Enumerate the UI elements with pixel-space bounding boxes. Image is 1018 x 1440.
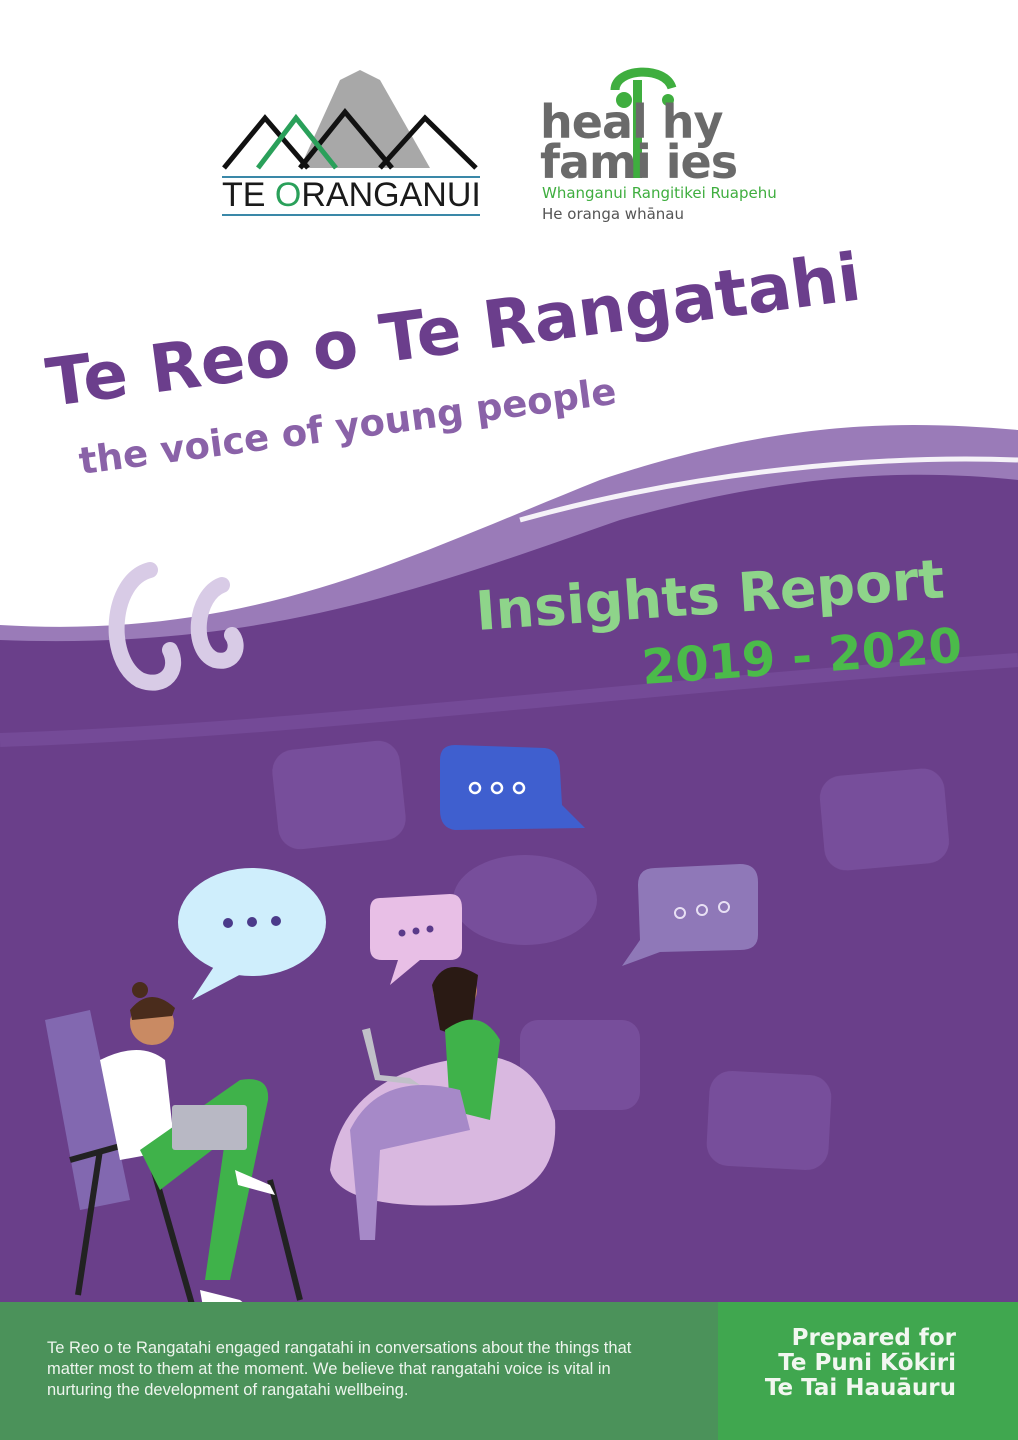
healthy-families-tagline: He oranga whānau (542, 205, 684, 223)
speech-bubble-lightblue (178, 868, 326, 1000)
speech-bubble-faded (819, 768, 950, 871)
healthy-families-word-families: fami ies (540, 135, 738, 189)
logo-text-prefix: TE (222, 176, 275, 214)
prepared-line: Te Tai Hauāuru (764, 1375, 956, 1401)
footer-prepared-panel (718, 1302, 1018, 1440)
prepared-line: Te Puni Kōkiri (778, 1350, 956, 1376)
speech-bubble-exclaim (520, 1020, 640, 1110)
speech-bubble-blue (440, 745, 585, 830)
logo-text-rest: RANGANUI (301, 176, 481, 214)
speech-bubble-pink (370, 894, 462, 985)
koru-quote-icon (108, 562, 244, 691)
healthy-families-logo-mark (610, 67, 677, 178)
te-oranganui-logo-text: TE ORANGANUI (222, 176, 481, 215)
healthy-families-word-healthy: heal hy (540, 95, 724, 149)
prepared-line: Prepared for (791, 1325, 956, 1351)
footer-blurb-panel (0, 1302, 718, 1440)
speech-bubble-lilac (622, 864, 758, 966)
prepared-for: Prepared for Te Puni Kōkiri Te Tai Hauāu… (765, 1326, 956, 1401)
logo-text-o: O (274, 176, 302, 214)
te-oranganui-logo-mark (222, 70, 480, 216)
footer-blurb: Te Reo o te Rangatahi engaged rangatahi … (47, 1339, 632, 1399)
illustration-man-with-laptop (45, 982, 303, 1318)
healthy-families-region: Whanganui Rangitikei Ruapehu (542, 184, 777, 202)
illustration-woman-with-laptop (330, 967, 556, 1240)
speech-bubble-faded (272, 740, 406, 850)
speech-bubble-faded (706, 1070, 832, 1171)
speech-bubble-faded (453, 855, 597, 945)
